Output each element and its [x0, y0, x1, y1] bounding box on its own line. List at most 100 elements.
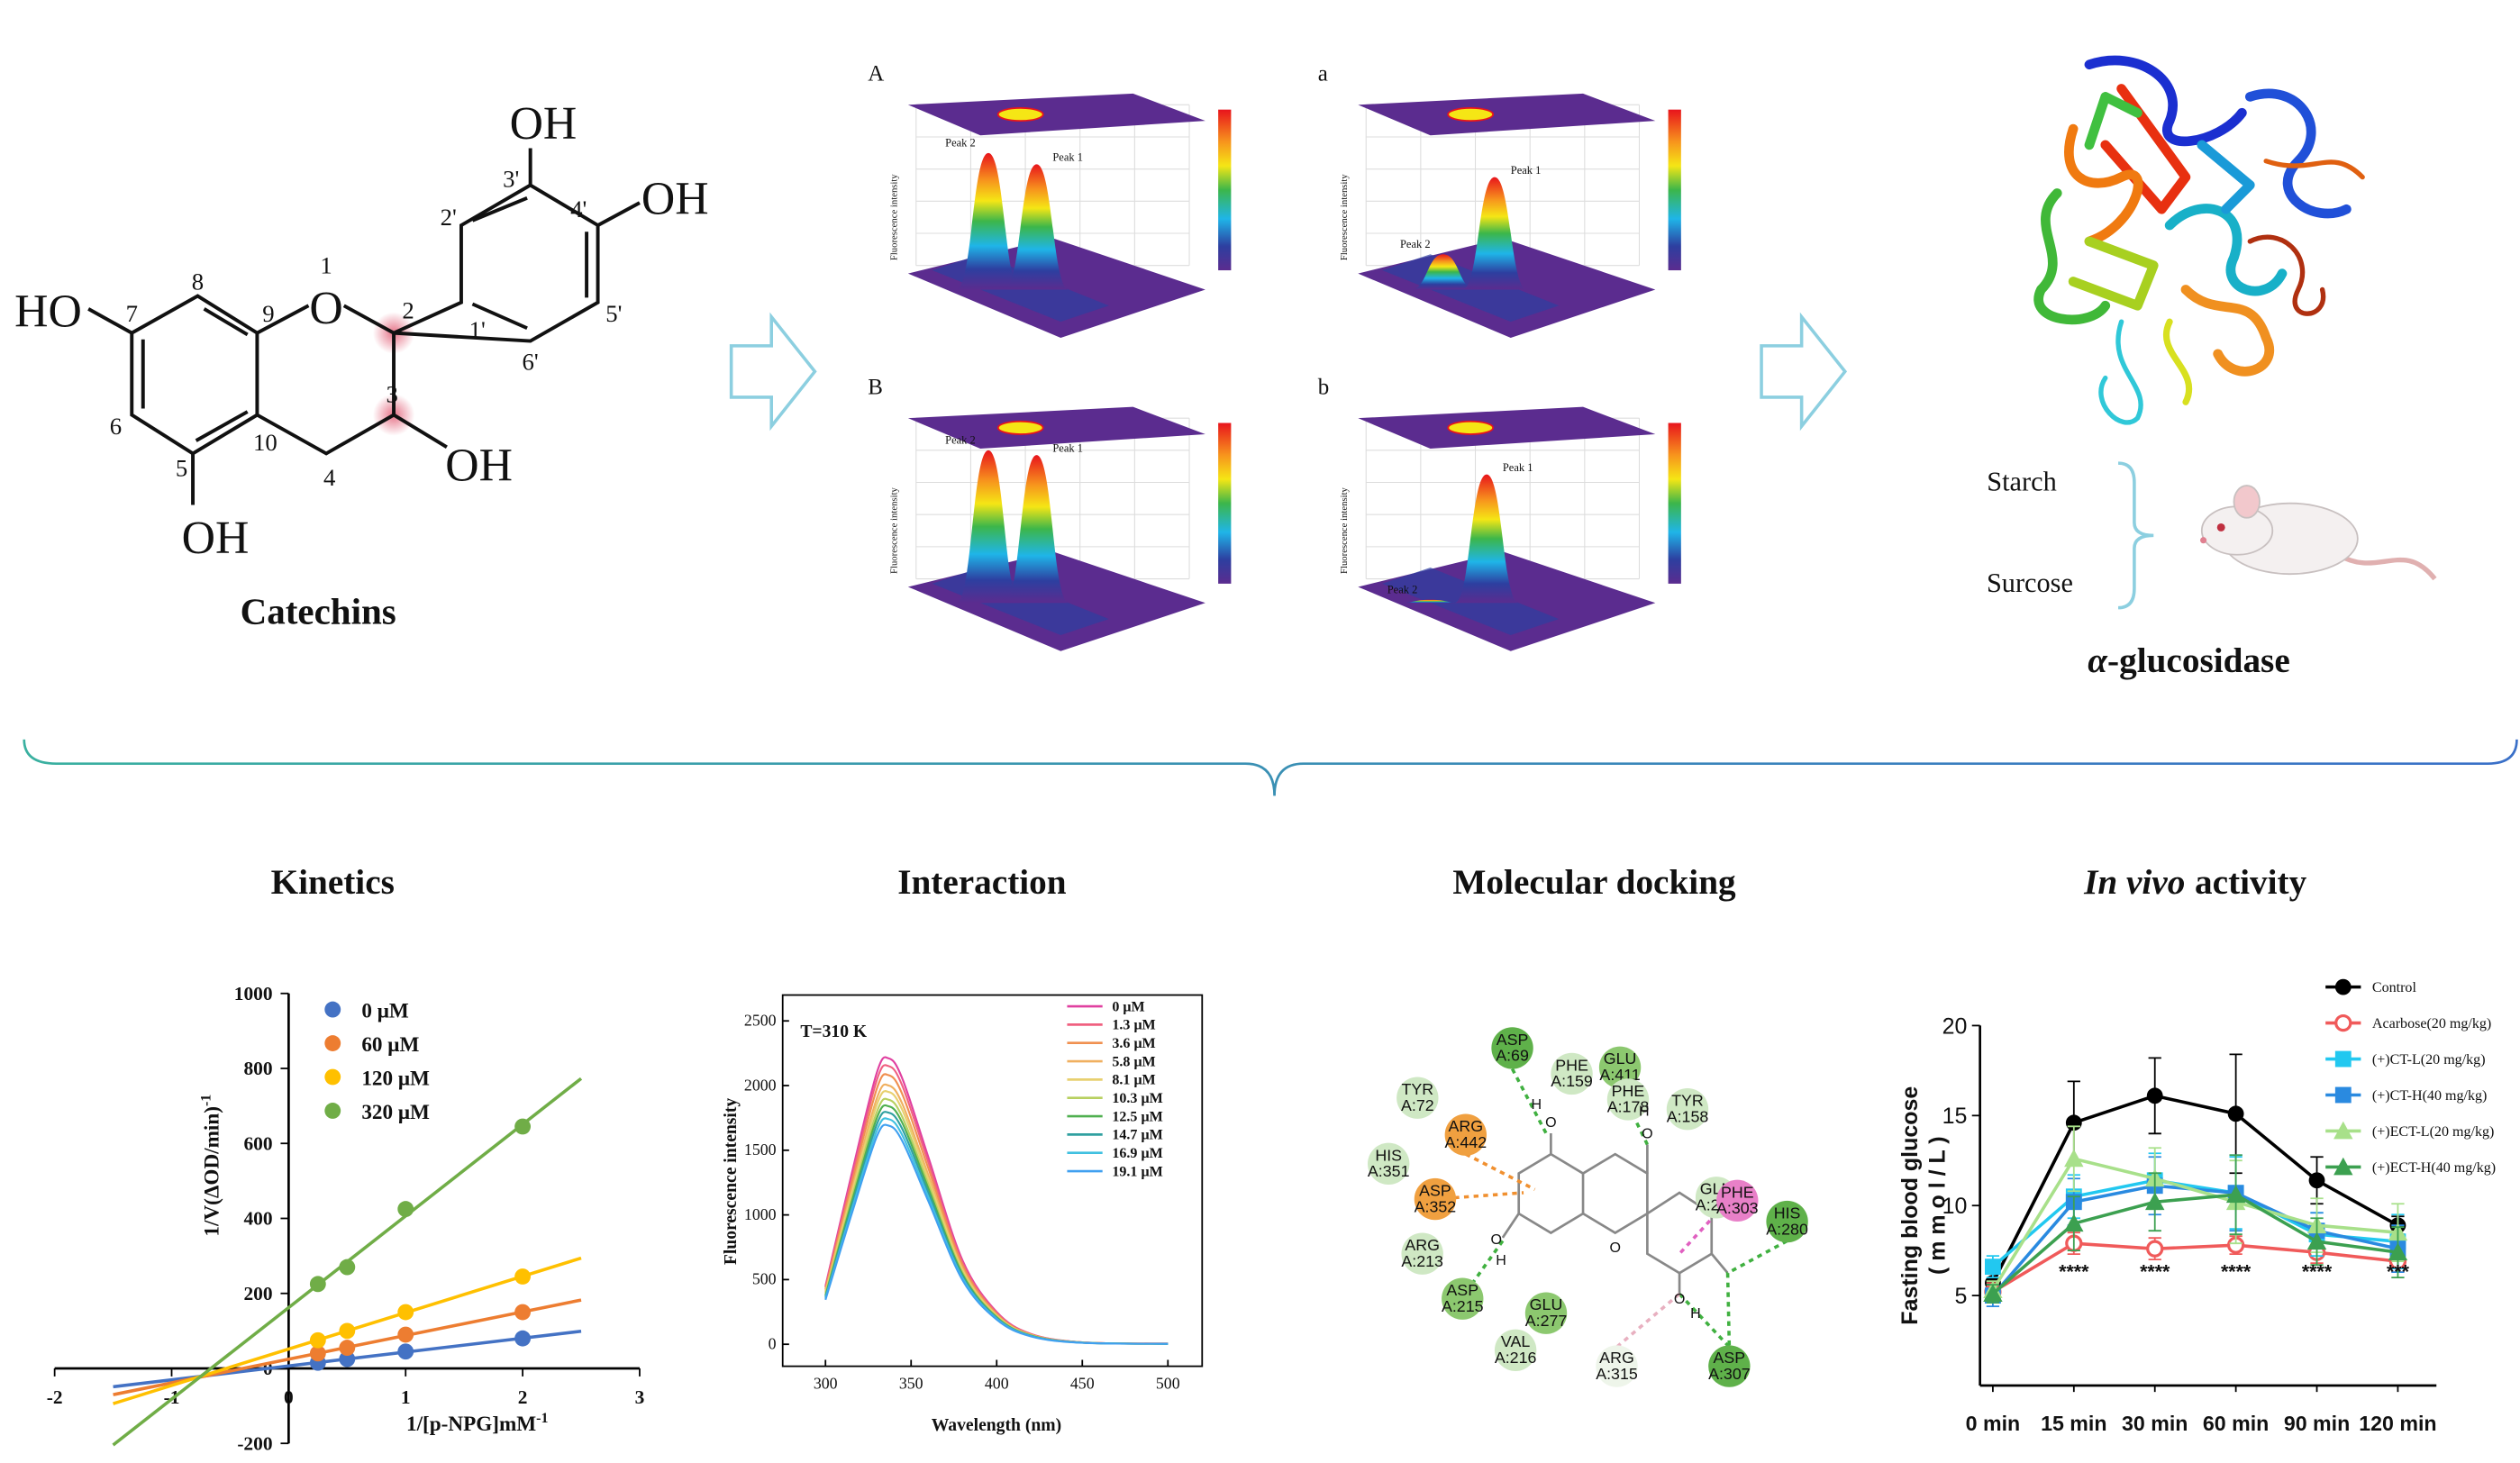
- atom-number: 4: [323, 464, 335, 491]
- x-tick-label: 500: [1156, 1375, 1180, 1393]
- legend-label: 0 μM: [361, 1000, 409, 1023]
- spectrum-panel: Peak 2 Peak 1 A Fluorescence intensity: [868, 62, 1232, 338]
- residue-id: A:307: [1708, 1365, 1751, 1383]
- residue: [1401, 1232, 1443, 1275]
- atom-number: 8: [192, 268, 204, 295]
- x-tick-label: 30 min: [2122, 1412, 2188, 1435]
- residue-id: A:158: [1667, 1107, 1709, 1125]
- point: [2306, 1231, 2327, 1250]
- residue-name: ARG: [1405, 1236, 1440, 1254]
- legend-marker: [324, 1068, 341, 1086]
- point: [339, 1340, 356, 1357]
- series-line: [1991, 1193, 2398, 1295]
- atom-number: 7: [126, 300, 138, 327]
- point: [397, 1343, 414, 1360]
- legend-label: 0 μM: [1112, 999, 1144, 1014]
- x-tick-label: 300: [814, 1375, 838, 1393]
- atom-number: 6': [523, 349, 539, 376]
- panel-label: b: [1318, 375, 1329, 399]
- y-tick-label: 400: [243, 1208, 272, 1230]
- y-title-text: 1/V(ΔOD/min): [201, 1106, 224, 1237]
- residue: [1444, 1113, 1487, 1156]
- legend-marker: [324, 1001, 341, 1018]
- peak-label: Peak 1: [1052, 442, 1083, 455]
- point: [2146, 1240, 2164, 1258]
- legend-label: 19.1 μM: [1112, 1164, 1162, 1179]
- atom-label: OH: [445, 441, 513, 492]
- mouse: [2200, 485, 2437, 581]
- point: [2146, 1087, 2163, 1104]
- atom-label: OH: [641, 174, 709, 225]
- legend-label: Acarbose(20 mg/kg): [2372, 1016, 2491, 1031]
- x-axis-title: Wavelength (nm): [932, 1416, 1061, 1435]
- protein-structure: [2033, 55, 2365, 425]
- top-plane: [907, 406, 1205, 450]
- y-tick-label: 1500: [744, 1140, 777, 1159]
- residue: [1491, 1027, 1533, 1069]
- panel-label: A: [868, 62, 884, 86]
- ligand-atom: O: [1490, 1231, 1501, 1248]
- residue-id: A:277: [1525, 1312, 1568, 1330]
- panel-label: B: [868, 375, 883, 399]
- peak: [1462, 177, 1527, 290]
- peak-label: Peak 2: [1400, 238, 1431, 250]
- x-tick-label: 3: [635, 1386, 645, 1408]
- point: [2145, 1192, 2165, 1211]
- substrate: Starch: [1987, 466, 2056, 496]
- top-spot: [996, 420, 1044, 435]
- residue: [1606, 1078, 1650, 1121]
- y-tick-label: 500: [752, 1270, 777, 1288]
- legend-marker: [2334, 1157, 2353, 1176]
- residue-label: ARG A:213: [1401, 1236, 1443, 1270]
- point: [2388, 1242, 2408, 1261]
- point: [514, 1330, 532, 1347]
- atom-number: 5': [605, 300, 622, 327]
- residue-label: ASP A:215: [1442, 1281, 1484, 1315]
- residue-name: PHE: [1612, 1082, 1645, 1100]
- residue: [1596, 1345, 1638, 1387]
- legend-marker: [2334, 1121, 2353, 1140]
- residue-id: A:178: [1607, 1098, 1650, 1116]
- peak-label: Peak 2: [1387, 584, 1418, 596]
- point: [397, 1201, 414, 1218]
- significance: ****: [2302, 1260, 2333, 1282]
- top-spot: [1447, 420, 1495, 435]
- point: [339, 1259, 356, 1276]
- atom-number: 10: [253, 429, 277, 456]
- legend-marker: [2334, 978, 2352, 995]
- residue: [1368, 1142, 1410, 1186]
- atom-number: 1': [469, 316, 486, 343]
- y-tick-label: 200: [243, 1283, 272, 1304]
- x-title-sup: -1: [536, 1411, 548, 1426]
- section-title: In vivo activity: [2083, 863, 2307, 902]
- y-tick-label: 800: [243, 1058, 272, 1079]
- x-tick-label: 0: [284, 1386, 294, 1408]
- y-axis-title: Fasting blood glucose: [1897, 1086, 1923, 1325]
- y-tick-label: 600: [243, 1132, 272, 1154]
- residue-name: VAL: [1501, 1332, 1530, 1350]
- residue: [1766, 1200, 1808, 1243]
- residue-label: GLU A:411: [1599, 1050, 1640, 1084]
- peak: [1004, 455, 1069, 604]
- point: [309, 1276, 326, 1293]
- residue-name: TYR: [1401, 1080, 1433, 1098]
- x-tick-label: -2: [47, 1386, 63, 1408]
- x-title-text: 1/[p-NPG]mM: [406, 1413, 536, 1436]
- atom-number: 9: [262, 300, 274, 327]
- section-title: Interaction: [897, 863, 1067, 902]
- ligand-atom: H: [1496, 1252, 1506, 1268]
- legend-label: 14.7 μM: [1112, 1128, 1162, 1143]
- atom-label: O: [309, 283, 342, 334]
- residue: [1716, 1179, 1759, 1222]
- x-tick-label: 90 min: [2284, 1412, 2350, 1435]
- substrate-brace: [2117, 461, 2154, 610]
- legend-label: (+)ECT-L(20 mg/kg): [2372, 1124, 2494, 1140]
- section-text: Molecular docking: [1452, 863, 1736, 902]
- peak-label: Peak 1: [1511, 164, 1542, 177]
- legend-label: (+)CT-L(20 mg/kg): [2372, 1052, 2486, 1068]
- atom-number: 2: [402, 297, 414, 324]
- atom-number: 6: [110, 413, 122, 440]
- top-spot: [996, 106, 1044, 123]
- ligand-atom: O: [1609, 1240, 1620, 1256]
- residue-name: GLU: [1530, 1295, 1563, 1313]
